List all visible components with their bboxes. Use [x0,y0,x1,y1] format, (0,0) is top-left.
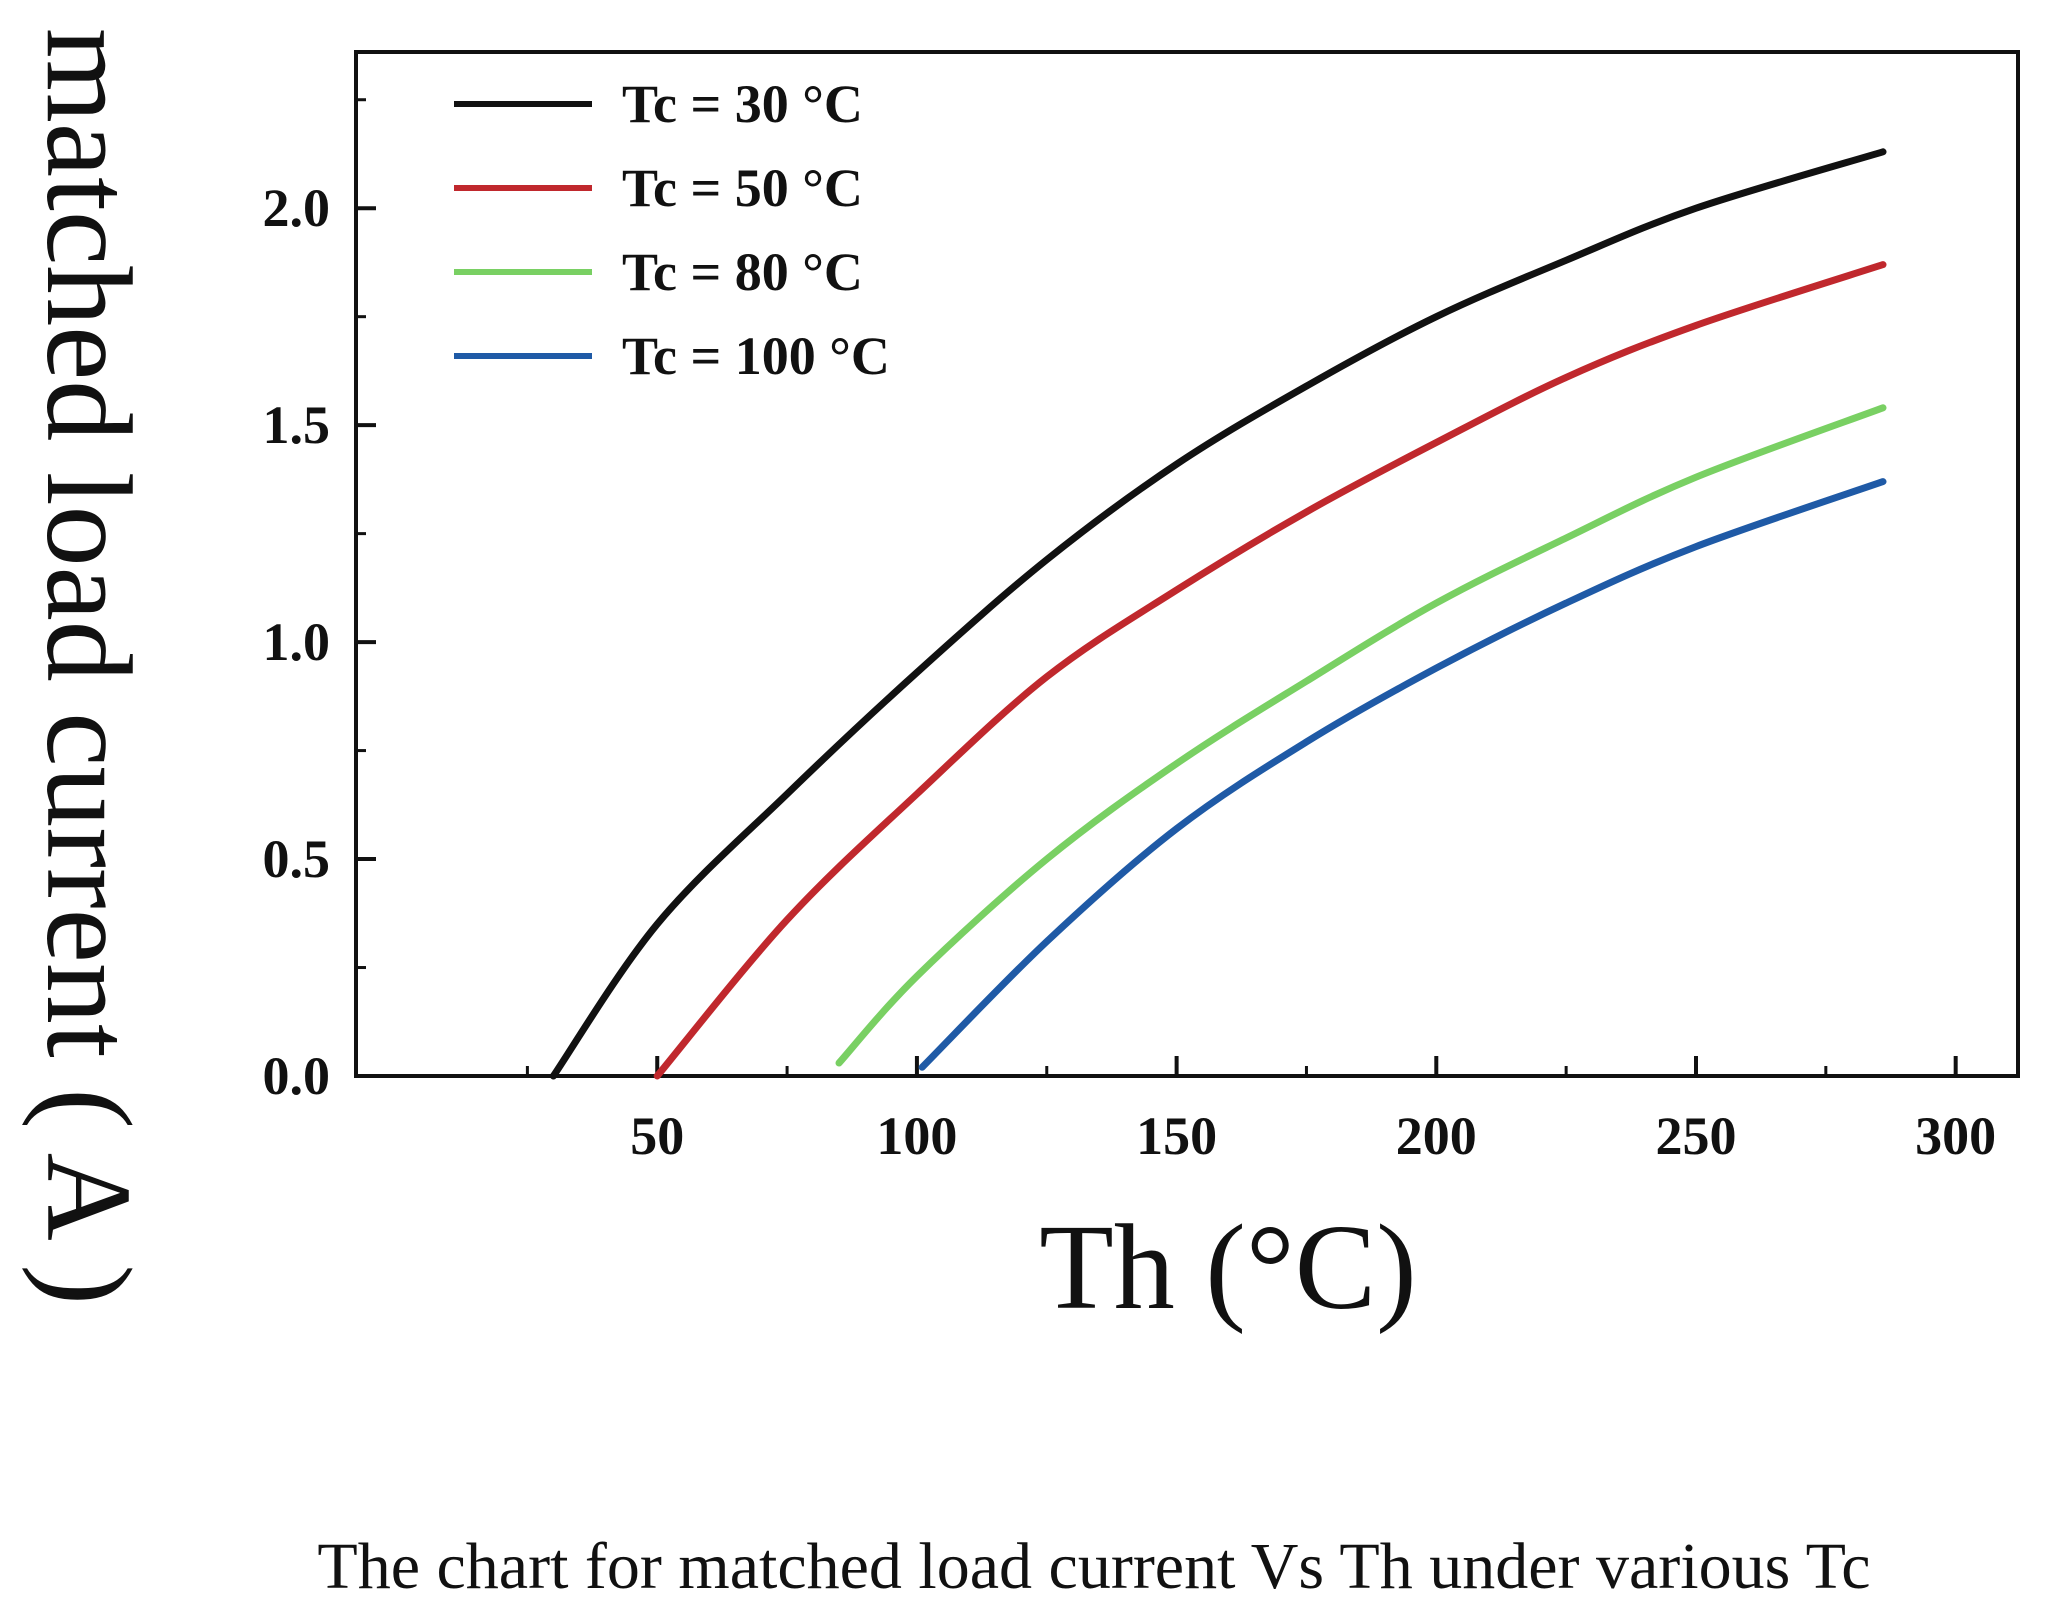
x-tick-label: 300 [1915,1106,1996,1166]
legend-label-1: Tc = 30 °C [622,74,863,134]
y-axis-title: matched load current ( A ) [21,28,156,1305]
series-group [549,148,1887,1080]
y-tick-label: 2.0 [263,178,331,238]
series-line-4 [918,478,1887,1071]
series-line-2 [653,261,1887,1080]
x-axis-title: Th (°C) [1039,1200,1416,1335]
y-tick-label: 0.5 [263,829,331,889]
x-tick-label: 250 [1655,1106,1736,1166]
y-tick-label: 1.0 [263,612,331,672]
x-tick-label: 100 [876,1106,957,1166]
legend-label-4: Tc = 100 °C [622,326,890,386]
axes-group: 50 100 150 200 250 300 0.0 0.5 1.0 1.5 2.0 [263,50,2020,1166]
series-line-3 [835,404,1887,1067]
series-line-1 [549,148,1887,1080]
y-tick-label: 1.5 [263,395,331,455]
x-tick-label: 50 [630,1106,684,1166]
x-tick-label: 150 [1136,1106,1217,1166]
legend: Tc = 30 °C Tc = 50 °C Tc = 80 °C Tc = 100 °… [454,74,890,386]
legend-label-3: Tc = 80 °C [622,242,863,302]
plot-frame [354,50,2020,1078]
legend-label-2: Tc = 50 °C [622,158,863,218]
figure-caption: The chart for matched load current Vs Th… [317,1530,1870,1603]
x-tick-label: 200 [1396,1106,1477,1166]
y-tick-label: 0.0 [263,1046,331,1106]
